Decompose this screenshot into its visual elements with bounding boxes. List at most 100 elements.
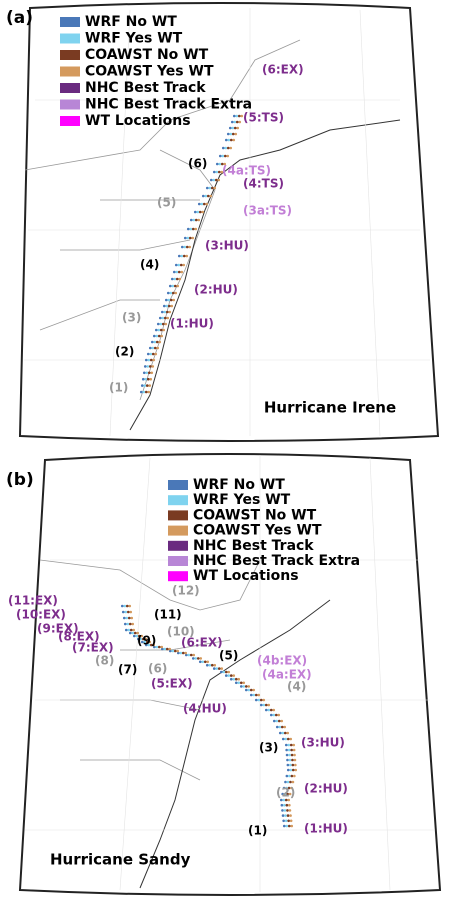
track-dot <box>224 674 228 677</box>
track-dot <box>173 277 177 281</box>
track-annotation: (4a:EX) <box>262 668 312 682</box>
track-annotation: (8) <box>95 654 114 668</box>
track-dot <box>191 236 195 240</box>
track-dot <box>148 384 152 387</box>
track-dot <box>277 713 281 717</box>
track-dot <box>284 814 287 817</box>
track-dot <box>287 743 291 747</box>
track-dot <box>285 748 288 752</box>
track-dot <box>166 316 170 320</box>
track-annotation: (4) <box>140 258 159 272</box>
track-dot <box>173 649 177 653</box>
track-dot <box>145 371 149 375</box>
legend-swatch <box>168 556 188 566</box>
track-dot <box>275 719 279 723</box>
track-dot <box>229 138 233 142</box>
track-dot <box>235 114 239 118</box>
track-dot <box>205 202 209 206</box>
track-dot <box>221 154 225 158</box>
legend-label: NHC Best Track Extra <box>85 97 252 113</box>
track-dot <box>283 731 287 735</box>
map-title: Hurricane Irene <box>264 399 396 417</box>
track-dot <box>205 186 209 190</box>
legend-label: COAWST No WT <box>85 47 209 63</box>
track-annotation: (2) <box>115 345 134 359</box>
track-dot <box>198 210 202 214</box>
track-dot <box>148 365 152 368</box>
track-annotation: (6:EX) <box>262 63 304 77</box>
track-dot <box>288 758 292 762</box>
track-dot <box>291 758 294 762</box>
track-dot <box>277 719 281 723</box>
track-dot <box>262 698 266 702</box>
track-annotation: (3:HU) <box>301 736 345 750</box>
track-dot <box>197 202 201 206</box>
track-dot <box>192 653 196 657</box>
track-dot <box>151 352 155 356</box>
track-dot <box>163 310 167 314</box>
track-dot <box>145 640 149 644</box>
track-dot <box>204 194 208 198</box>
track-dot <box>146 365 150 368</box>
track-dot <box>209 178 213 182</box>
track-dot <box>242 685 246 688</box>
legend-label: WT Locations <box>85 113 191 129</box>
track-dot <box>146 352 150 356</box>
track-dot <box>151 365 155 368</box>
track-dot <box>288 753 291 757</box>
track-dot <box>288 809 292 812</box>
track-dot <box>217 170 221 174</box>
track-dot <box>278 725 282 729</box>
track-dot <box>289 814 292 817</box>
track-dot <box>168 649 172 653</box>
track-dot <box>160 647 164 651</box>
track-dot <box>262 703 266 707</box>
track-dot <box>152 358 156 362</box>
track-dot <box>281 814 285 817</box>
track-annotation: (5:EX) <box>151 677 193 691</box>
track-dot <box>191 657 195 660</box>
track-dot <box>254 693 258 697</box>
track-dot <box>169 291 173 295</box>
track-dot <box>227 138 231 142</box>
track-dot <box>286 792 289 796</box>
track-dot <box>158 316 162 320</box>
track-dot <box>289 768 293 772</box>
track-annotation: (4:TS) <box>243 177 284 191</box>
track-dot <box>231 126 235 130</box>
track-dot <box>130 616 134 620</box>
track-dot <box>220 170 224 174</box>
track-dot <box>232 674 236 677</box>
track-dot <box>141 377 145 381</box>
track-dot <box>200 202 204 206</box>
track-dot <box>144 637 148 641</box>
track-dot <box>209 194 213 198</box>
track-dot <box>287 824 291 828</box>
track-dot <box>242 681 246 685</box>
track-dot <box>279 798 283 802</box>
track-dot <box>189 653 193 657</box>
track-dot <box>286 737 290 741</box>
track-dot <box>167 298 171 302</box>
track-dot <box>171 649 175 653</box>
track-dot <box>293 753 296 757</box>
track-dot <box>229 132 233 136</box>
track-dot <box>165 647 169 651</box>
track-dot <box>178 277 182 281</box>
track-dot <box>215 170 219 174</box>
track-dot <box>235 120 239 124</box>
track-dot <box>215 162 219 166</box>
track-dot <box>201 660 205 664</box>
track-dot <box>229 674 233 677</box>
track-dot <box>291 780 295 784</box>
panel-label: (b) <box>6 470 34 490</box>
track-dot <box>159 322 163 326</box>
track-dot <box>282 786 286 790</box>
track-annotation: (2:HU) <box>194 283 238 297</box>
track-dot <box>157 328 161 332</box>
track-dot <box>143 640 147 644</box>
track-dot <box>218 154 222 158</box>
track-dot <box>281 737 285 741</box>
track-dot <box>135 634 139 638</box>
track-dot <box>161 316 165 320</box>
